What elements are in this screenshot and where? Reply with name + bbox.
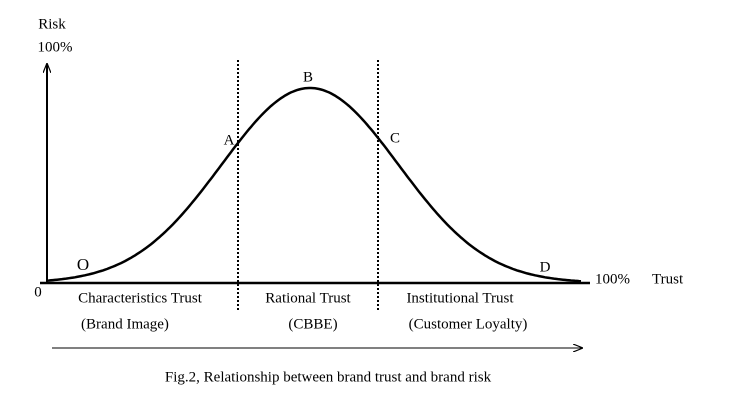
point-label: O bbox=[77, 255, 89, 274]
point-label: A bbox=[224, 132, 235, 148]
point-label: D bbox=[540, 259, 551, 275]
caption: Fig.2, Relationship between brand trust … bbox=[165, 369, 492, 385]
region-subtitle: (Customer Loyalty) bbox=[409, 316, 528, 332]
region-title: Characteristics Trust bbox=[78, 290, 203, 306]
region-title: Institutional Trust bbox=[406, 290, 514, 306]
x-max: 100% bbox=[595, 271, 630, 287]
point-label: B bbox=[303, 69, 313, 85]
region-title: Rational Trust bbox=[265, 290, 351, 306]
curve bbox=[46, 86, 582, 283]
y-label: Risk bbox=[38, 16, 66, 32]
origin: 0 bbox=[34, 284, 42, 300]
point-label: C bbox=[390, 130, 400, 146]
y-max: 100% bbox=[38, 39, 73, 55]
x-label: Trust bbox=[652, 271, 684, 287]
region-subtitle: (Brand Image) bbox=[81, 316, 169, 332]
region-subtitle: (CBBE) bbox=[288, 316, 337, 332]
